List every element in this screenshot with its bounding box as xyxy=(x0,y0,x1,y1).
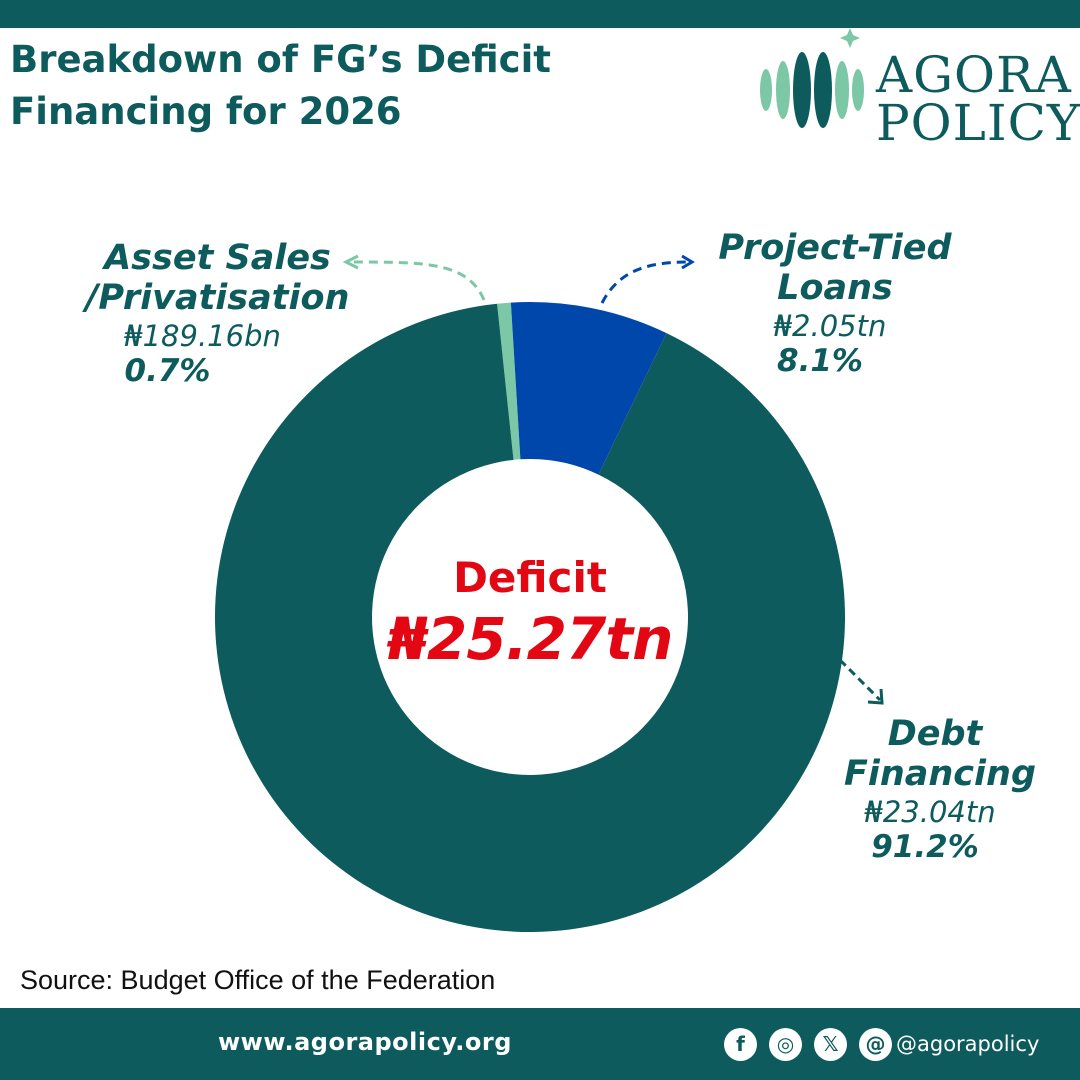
callout-arrows xyxy=(342,254,884,705)
top-bar xyxy=(0,0,1080,28)
asset-sales-percent: 0.7% xyxy=(124,353,211,389)
debt-financing-name-line-2: Financing xyxy=(843,754,1037,794)
project-loans-name-line-1: Project-Tied xyxy=(718,228,952,268)
facebook-icon[interactable]: f xyxy=(724,1027,757,1061)
project-loans-callout-line xyxy=(600,260,689,304)
asset-sales-name-line-1: Asset Sales xyxy=(104,238,331,278)
center-label: Deficit ₦25.27tn xyxy=(370,550,690,672)
logo-text-line-1: AGORA xyxy=(876,46,1072,104)
debt-financing-slice xyxy=(215,303,846,933)
project-loans-slice xyxy=(510,301,667,475)
social-links: f ◎ 𝕏 @ @agorapolicy xyxy=(724,1026,1039,1062)
x-icon[interactable]: 𝕏 xyxy=(814,1027,847,1061)
debt-financing-percent: 91.2% xyxy=(871,829,979,865)
instagram-icon[interactable]: ◎ xyxy=(769,1027,802,1061)
logo-mark-icon xyxy=(760,28,864,128)
center-total-value: ₦25.27tn xyxy=(387,605,674,673)
asset-sales-name-line-2: /Privatisation xyxy=(85,278,350,318)
social-handle[interactable]: @agorapolicy xyxy=(896,1032,1040,1056)
source-note: Source: Budget Office of the Federation xyxy=(20,965,496,995)
asset-sales-label: Asset Sales /Privatisation ₦189.16bn 0.7… xyxy=(65,238,370,388)
asset-sales-callout-arrowhead xyxy=(342,254,359,270)
project-loans-percent: 8.1% xyxy=(777,343,863,379)
project-loans-name-line-2: Loans xyxy=(777,268,893,308)
threads-icon[interactable]: @ xyxy=(859,1027,892,1061)
logo-text-line-2: POLICY xyxy=(876,94,1080,152)
debt-financing-name-line-1: Debt xyxy=(887,714,983,754)
debt-callout-line xyxy=(838,658,882,702)
asset-sales-amount: ₦189.16bn xyxy=(124,319,281,353)
project-loans-label: Project-Tied Loans ₦2.05tn 8.1% xyxy=(690,228,980,378)
website-link[interactable]: www.agorapolicy.org xyxy=(218,1028,512,1056)
debt-financing-label: Debt Financing ₦23.04tn 91.2% xyxy=(820,714,1060,864)
chart-slices xyxy=(215,301,846,933)
footer-bar: www.agorapolicy.org f ◎ 𝕏 @ @agorapolicy xyxy=(0,1008,1080,1080)
center-title: Deficit xyxy=(453,553,607,602)
agora-policy-logo: AGORA POLICY xyxy=(754,28,1080,152)
asset-sales-slice xyxy=(497,302,521,460)
page-title: Breakdown of FG’s Deficit Financing for … xyxy=(10,34,650,138)
title-line-2: Financing for 2026 xyxy=(10,90,402,133)
debt-financing-amount: ₦23.04tn xyxy=(864,795,996,829)
project-loans-amount: ₦2.05tn xyxy=(773,309,887,343)
debt-callout-arrowhead xyxy=(867,688,884,705)
title-line-1: Breakdown of FG’s Deficit xyxy=(10,38,551,81)
asset-sales-callout-line xyxy=(351,260,486,301)
project-loans-callout-arrowhead xyxy=(681,254,695,270)
